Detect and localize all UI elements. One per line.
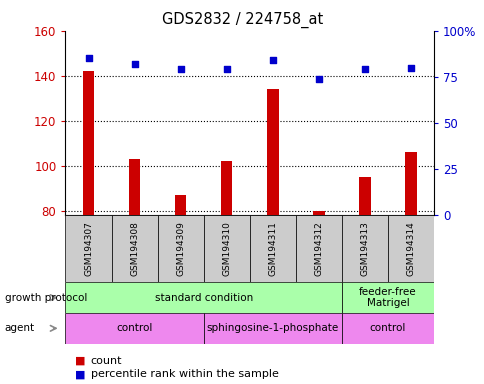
Text: GSM194313: GSM194313 bbox=[360, 221, 369, 276]
Bar bbox=[405, 152, 416, 215]
Point bbox=[360, 66, 368, 73]
Bar bbox=[157, 215, 203, 282]
Point bbox=[130, 61, 138, 67]
Text: percentile rank within the sample: percentile rank within the sample bbox=[91, 369, 278, 379]
Bar bbox=[221, 161, 232, 215]
Bar bbox=[203, 215, 249, 282]
Point bbox=[176, 65, 184, 71]
Text: feeder-free
Matrigel: feeder-free Matrigel bbox=[359, 287, 416, 308]
Text: GSM194314: GSM194314 bbox=[406, 221, 415, 276]
Bar bbox=[267, 89, 278, 215]
Text: agent: agent bbox=[5, 323, 35, 333]
Text: GSM194312: GSM194312 bbox=[314, 221, 323, 276]
Point bbox=[268, 57, 276, 63]
Text: GSM194307: GSM194307 bbox=[84, 221, 93, 276]
Text: control: control bbox=[369, 323, 405, 333]
Bar bbox=[387, 215, 433, 282]
Bar bbox=[249, 215, 295, 282]
Text: control: control bbox=[116, 323, 152, 333]
Bar bbox=[295, 215, 341, 282]
Bar bbox=[65, 282, 341, 313]
Text: sphingosine-1-phosphate: sphingosine-1-phosphate bbox=[206, 323, 338, 333]
Bar bbox=[341, 215, 387, 282]
Bar bbox=[83, 71, 94, 215]
Point bbox=[406, 65, 414, 71]
Bar bbox=[313, 210, 324, 215]
Text: growth protocol: growth protocol bbox=[5, 293, 87, 303]
Text: ■: ■ bbox=[75, 369, 86, 379]
Text: GDS2832 / 224758_at: GDS2832 / 224758_at bbox=[162, 12, 322, 28]
Text: GSM194308: GSM194308 bbox=[130, 221, 139, 276]
Text: GSM194311: GSM194311 bbox=[268, 221, 277, 276]
Bar bbox=[65, 313, 203, 344]
Point bbox=[84, 55, 92, 61]
Bar bbox=[65, 215, 111, 282]
Text: GSM194310: GSM194310 bbox=[222, 221, 231, 276]
Bar bbox=[111, 215, 157, 282]
Bar bbox=[175, 195, 186, 215]
Point bbox=[314, 76, 322, 82]
Text: standard condition: standard condition bbox=[154, 293, 252, 303]
Bar bbox=[129, 159, 140, 215]
Text: ■: ■ bbox=[75, 356, 86, 366]
Bar bbox=[359, 177, 370, 215]
Bar bbox=[203, 313, 341, 344]
Text: GSM194309: GSM194309 bbox=[176, 221, 185, 276]
Bar bbox=[341, 282, 433, 313]
Point bbox=[222, 65, 230, 71]
Text: count: count bbox=[91, 356, 122, 366]
Bar bbox=[341, 313, 433, 344]
